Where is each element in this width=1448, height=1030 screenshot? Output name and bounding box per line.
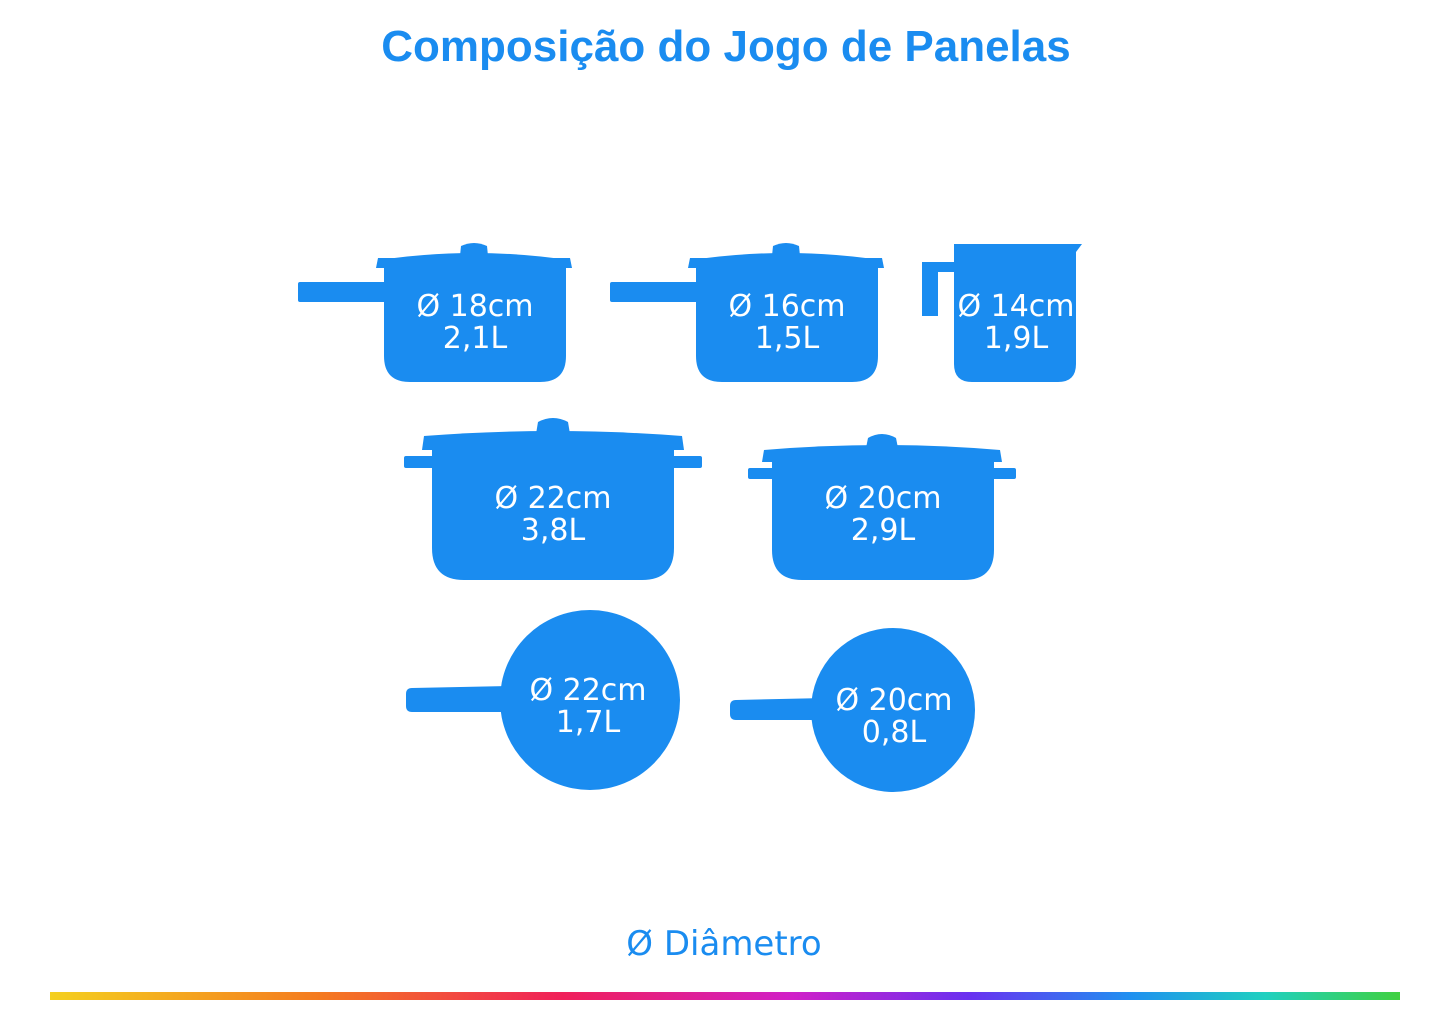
item-diameter: Ø 20cm: [835, 683, 952, 718]
milk-pot-body: [954, 244, 1082, 382]
diameter-legend: Ø Diâmetro: [626, 924, 822, 964]
casserole-20cm-icon: Ø 20cm 2,9L: [748, 434, 1016, 580]
lid-knob: [772, 243, 800, 256]
casserole-body: [772, 460, 994, 580]
page-title: Composição do Jogo de Panelas: [381, 22, 1071, 71]
item-diameter: Ø 16cm: [728, 289, 845, 324]
saucepan-lid: [376, 258, 572, 268]
item-diameter: Ø 18cm: [416, 289, 533, 324]
saucepan-18cm-icon: Ø 18cm 2,1L: [298, 243, 572, 382]
lid-knob: [866, 434, 898, 448]
saucepan-handle: [610, 282, 702, 302]
saucepan-handle: [298, 282, 388, 302]
saucepan-body: [696, 268, 878, 382]
frying-pan-handle: [730, 698, 826, 720]
item-volume: 1,7L: [556, 705, 621, 740]
item-volume: 2,9L: [851, 513, 916, 548]
frying-pan-body: [500, 610, 680, 790]
lid-knob: [460, 243, 488, 256]
item-volume: 1,5L: [755, 321, 820, 356]
casserole-body: [432, 448, 674, 580]
item-volume: 0,8L: [862, 715, 927, 750]
frying-pan-22cm-icon: Ø 22cm 1,7L: [406, 610, 680, 790]
saucepan-body: [384, 268, 566, 382]
rainbow-divider: [50, 992, 1400, 1000]
lid-knob: [536, 418, 570, 434]
casserole-lid: [762, 445, 1002, 462]
item-diameter: Ø 22cm: [494, 481, 611, 516]
frying-pan-20cm-icon: Ø 20cm 0,8L: [730, 628, 975, 792]
item-volume: 3,8L: [521, 513, 586, 548]
saucepan-lid: [688, 258, 884, 268]
casserole-22cm-icon: Ø 22cm 3,8L: [404, 418, 702, 580]
milk-pot-14cm-icon: Ø 14cm 1,9L: [922, 244, 1082, 382]
item-diameter: Ø 14cm: [957, 289, 1074, 324]
item-volume: 1,9L: [984, 321, 1049, 356]
saucepan-16cm-icon: Ø 16cm 1,5L: [610, 243, 884, 382]
milk-pot-handle: [922, 262, 958, 316]
item-volume: 2,1L: [443, 321, 508, 356]
frying-pan-body: [811, 628, 975, 792]
item-diameter: Ø 22cm: [529, 673, 646, 708]
item-diameter: Ø 20cm: [824, 481, 941, 516]
frying-pan-handle: [406, 686, 512, 712]
casserole-lid: [422, 431, 684, 450]
